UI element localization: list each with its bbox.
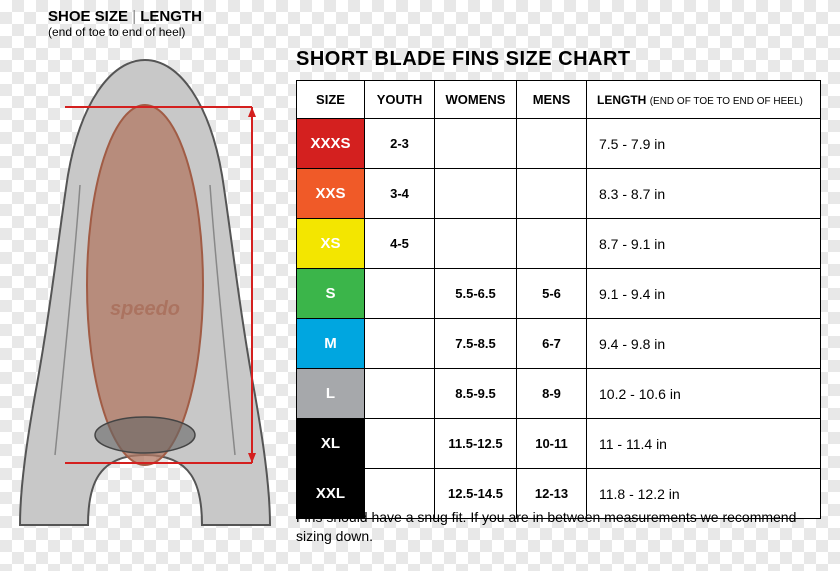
length-cell: 8.7 - 9.1 in — [587, 219, 821, 269]
youth-cell — [365, 319, 435, 369]
table-row: XS4-5 8.7 - 9.1 in — [297, 219, 821, 269]
size-cell: XL — [297, 419, 365, 469]
fin-svg: speedo — [20, 55, 270, 535]
length-cell: 8.3 - 8.7 in — [587, 169, 821, 219]
length-cell: 9.4 - 9.8 in — [587, 319, 821, 369]
footnote: Fins should have a snug fit. If you are … — [296, 508, 820, 546]
womens-cell: 8.5-9.5 — [435, 369, 517, 419]
womens-cell — [435, 119, 517, 169]
youth-cell — [365, 369, 435, 419]
youth-cell — [365, 269, 435, 319]
mens-cell — [517, 219, 587, 269]
table-row: S 5.5-6.55-69.1 - 9.4 in — [297, 269, 821, 319]
youth-cell — [365, 419, 435, 469]
table-row: XXXS2-3 7.5 - 7.9 in — [297, 119, 821, 169]
size-cell: XXS — [297, 169, 365, 219]
shoe-size-header: SHOE SIZE | LENGTH (end of toe to end of… — [48, 8, 202, 39]
heel-strap — [95, 417, 195, 453]
length-cell: 7.5 - 7.9 in — [587, 119, 821, 169]
header-title-b: LENGTH — [140, 8, 202, 25]
table-row: XL 11.5-12.510-1111 - 11.4 in — [297, 419, 821, 469]
length-cell: 9.1 - 9.4 in — [587, 269, 821, 319]
size-cell: XXXS — [297, 119, 365, 169]
length-cell: 11 - 11.4 in — [587, 419, 821, 469]
mens-cell: 10-11 — [517, 419, 587, 469]
youth-cell: 3-4 — [365, 169, 435, 219]
size-cell: S — [297, 269, 365, 319]
womens-cell: 11.5-12.5 — [435, 419, 517, 469]
mens-cell: 6-7 — [517, 319, 587, 369]
youth-cell: 4-5 — [365, 219, 435, 269]
size-cell: XS — [297, 219, 365, 269]
womens-cell: 5.5-6.5 — [435, 269, 517, 319]
mens-cell: 5-6 — [517, 269, 587, 319]
womens-cell — [435, 219, 517, 269]
foot-pocket — [87, 105, 203, 465]
fin-diagram: speedo — [20, 55, 270, 535]
col-length-label: LENGTH — [597, 93, 646, 107]
col-header-size: SIZE — [297, 81, 365, 119]
youth-cell: 2-3 — [365, 119, 435, 169]
womens-cell: 7.5-8.5 — [435, 319, 517, 369]
size-cell: L — [297, 369, 365, 419]
header-title-sep: | — [128, 8, 140, 25]
col-header-womens: WOMENS — [435, 81, 517, 119]
header-subtitle: (end of toe to end of heel) — [48, 25, 202, 39]
col-header-mens: MENS — [517, 81, 587, 119]
womens-cell — [435, 169, 517, 219]
header-title-a: SHOE SIZE — [48, 8, 128, 25]
col-header-youth: YOUTH — [365, 81, 435, 119]
header-title: SHOE SIZE | LENGTH — [48, 8, 202, 25]
table-row: M 7.5-8.56-79.4 - 9.8 in — [297, 319, 821, 369]
table-row: L 8.5-9.58-910.2 - 10.6 in — [297, 369, 821, 419]
table-body: XXXS2-37.5 - 7.9 inXXS3-48.3 - 8.7 inXS4… — [297, 119, 821, 519]
mens-cell — [517, 119, 587, 169]
mens-cell — [517, 169, 587, 219]
col-length-sub: (END OF TOE TO END OF HEEL) — [650, 96, 803, 107]
length-cell: 10.2 - 10.6 in — [587, 369, 821, 419]
table-row: XXS3-4 8.3 - 8.7 in — [297, 169, 821, 219]
col-header-length: LENGTH (END OF TOE TO END OF HEEL) — [587, 81, 821, 119]
brand-text: speedo — [110, 298, 180, 320]
chart-title: SHORT BLADE FINS SIZE CHART — [296, 48, 631, 71]
mens-cell: 8-9 — [517, 369, 587, 419]
size-chart-table: SIZE YOUTH WOMENS MENS LENGTH (END OF TO… — [296, 80, 821, 519]
size-cell: M — [297, 319, 365, 369]
table-header-row: SIZE YOUTH WOMENS MENS LENGTH (END OF TO… — [297, 81, 821, 119]
